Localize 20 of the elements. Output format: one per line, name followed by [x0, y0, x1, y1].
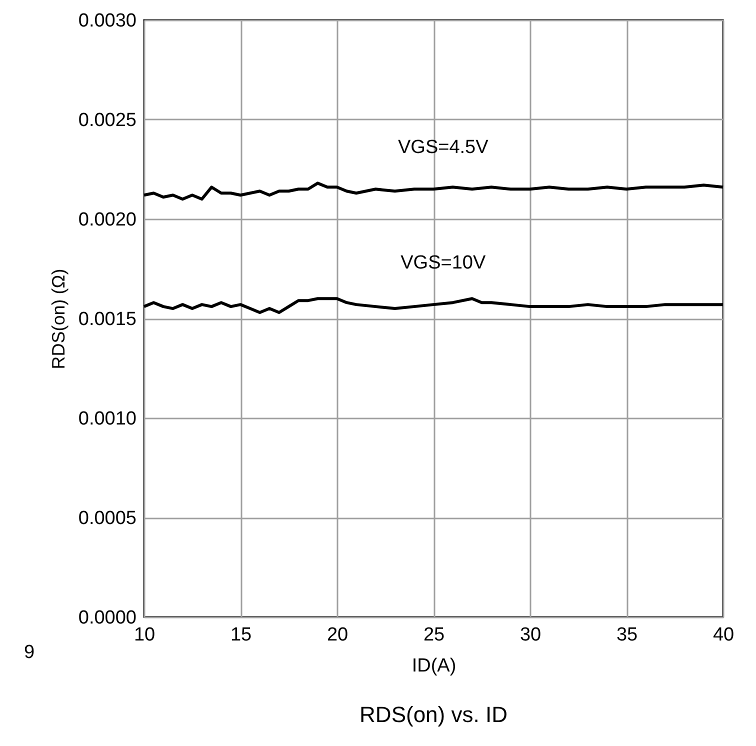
x-tick-label: 20: [326, 624, 348, 646]
x-tick-label: 15: [230, 624, 252, 646]
series-label: VGS=4.5V: [398, 137, 489, 158]
x-tick-label: 30: [520, 624, 542, 646]
x-tick-label: 25: [423, 624, 445, 646]
y-tick-label: 0.0010: [78, 408, 136, 430]
y-axis-title: RDS(on) (Ω): [48, 268, 68, 370]
x-tick-label: 40: [712, 624, 734, 646]
x-tick-label: 35: [616, 624, 638, 646]
y-tick-label: 0.0000: [78, 608, 136, 628]
x-axis-title: ID(A): [412, 656, 456, 676]
y-tick-label: 0.0020: [78, 210, 136, 230]
y-tick-label: 0.0015: [78, 309, 136, 330]
y-tick-label: 0.0030: [78, 10, 136, 32]
y-tick-label: 0.0025: [78, 110, 136, 131]
text: RDS(on) vs. ID: [360, 702, 508, 727]
x-tick-label: 10: [134, 624, 156, 646]
text: 9: [24, 642, 35, 663]
series-label: VGS=10V: [400, 252, 486, 274]
y-tick-label: 0.0005: [78, 508, 136, 529]
